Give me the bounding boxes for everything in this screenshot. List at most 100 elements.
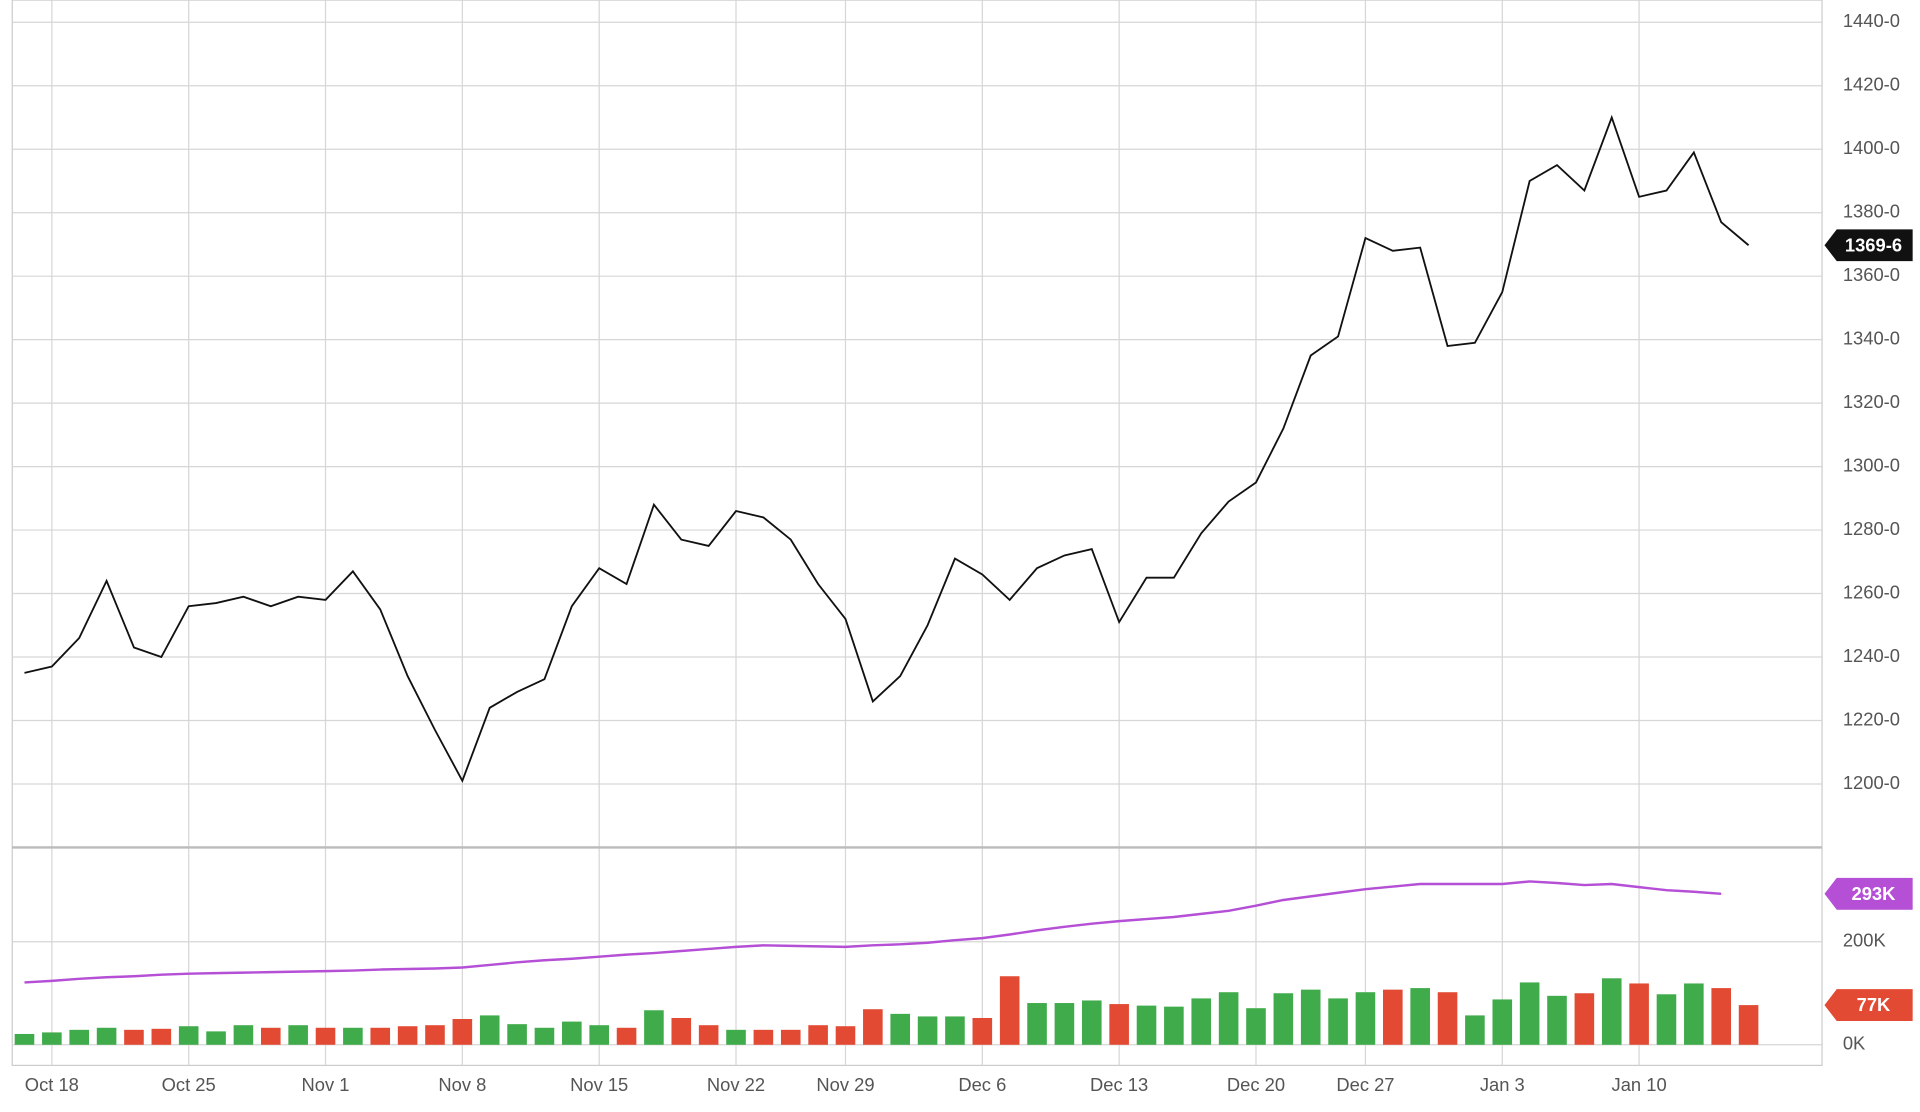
volume-bar (1164, 1006, 1184, 1045)
volume-bar (1109, 1004, 1129, 1045)
volume-bar (397, 1026, 418, 1045)
volume-bar (452, 1019, 473, 1045)
y-tick-label: 1220-0 (1843, 708, 1900, 729)
volume-bar (1383, 989, 1403, 1045)
value-tag (1824, 877, 1913, 910)
volume-bar (1465, 1015, 1485, 1045)
y-tick-label: 1300-0 (1843, 454, 1900, 475)
value-tag-label: 293K (1852, 883, 1897, 904)
volume-bar (1410, 988, 1430, 1045)
volume-bar (945, 1016, 965, 1045)
volume-bar (1601, 978, 1622, 1045)
x-tick-label: Dec 6 (958, 1074, 1006, 1095)
volume-bar (425, 1025, 445, 1045)
x-tick-label: Nov 29 (816, 1074, 874, 1095)
x-tick-label: Jan 10 (1612, 1074, 1667, 1095)
x-tick-label: Oct 18 (25, 1074, 79, 1095)
volume-bar (96, 1027, 117, 1045)
volume-bar (1519, 982, 1540, 1045)
volume-bar (507, 1024, 527, 1045)
y-tick-label: 0K (1843, 1033, 1866, 1054)
x-tick-label: Dec 13 (1090, 1074, 1148, 1095)
volume-bar (644, 1010, 664, 1045)
volume-bar (753, 1029, 774, 1045)
y-tick-label: 1360-0 (1843, 264, 1900, 285)
volume-bar (1629, 983, 1649, 1045)
volume-bar (808, 1025, 828, 1045)
value-tag (1824, 989, 1913, 1022)
volume-bar (479, 1015, 500, 1045)
y-tick-label: 1320-0 (1843, 391, 1900, 412)
volume-bar (890, 1013, 911, 1045)
y-tick-label: 1440-0 (1843, 10, 1900, 31)
volume-bar (1218, 992, 1239, 1045)
y-tick-label: 1400-0 (1843, 137, 1900, 158)
volume-bar (233, 1025, 254, 1045)
volume-bar (124, 1029, 144, 1045)
volume-bar (1191, 998, 1212, 1045)
x-tick-label: Dec 27 (1336, 1074, 1394, 1095)
x-tick-label: Nov 22 (707, 1074, 765, 1095)
y-tick-label: 1260-0 (1843, 581, 1900, 602)
volume-bar (671, 1017, 692, 1045)
volume-bar (1574, 993, 1595, 1045)
y-tick-label: 1420-0 (1843, 74, 1900, 95)
volume-bar (206, 1031, 226, 1045)
y-tick-label: 1240-0 (1843, 645, 1900, 666)
volume-bar (1355, 992, 1376, 1045)
volume-bar (1027, 1003, 1047, 1045)
volume-bar (1328, 998, 1348, 1045)
volume-bar (726, 1029, 746, 1045)
volume-bar (835, 1026, 856, 1045)
volume-bar (42, 1032, 62, 1045)
volume-bar (1081, 1000, 1102, 1045)
volume-bar (1054, 1003, 1075, 1045)
volume-bar (999, 976, 1020, 1045)
y-tick-label: 1340-0 (1843, 327, 1900, 348)
volume-bar (1711, 988, 1732, 1045)
volume-bar (562, 1021, 582, 1045)
volume-bar (14, 1033, 35, 1045)
volume-bar (151, 1028, 172, 1045)
volume-bar (1738, 1005, 1759, 1045)
volume-bar (260, 1027, 281, 1045)
volume-bar (315, 1027, 336, 1045)
x-tick-label: Nov 8 (438, 1074, 486, 1095)
volume-bar (1273, 993, 1294, 1045)
volume-bar (698, 1025, 719, 1045)
x-tick-label: Dec 20 (1227, 1074, 1285, 1095)
volume-bar (1136, 1005, 1157, 1045)
volume-bar (370, 1027, 391, 1045)
volume-bar (972, 1017, 993, 1045)
volume-bar (288, 1025, 308, 1045)
y-tick-label: 200K (1843, 930, 1887, 951)
volume-bar (780, 1029, 801, 1045)
volume-bar (1246, 1008, 1266, 1045)
volume-bar (863, 1009, 883, 1045)
value-tag (1824, 229, 1913, 262)
y-tick-label: 1380-0 (1843, 201, 1900, 222)
volume-bar (178, 1026, 199, 1045)
volume-bar (534, 1027, 555, 1045)
volume-bar (917, 1016, 938, 1045)
x-tick-label: Nov 1 (302, 1074, 350, 1095)
volume-bar (616, 1027, 637, 1045)
value-tag-label: 77K (1857, 994, 1891, 1015)
x-tick-label: Oct 25 (162, 1074, 216, 1095)
volume-bar (1437, 992, 1458, 1045)
moving-average-line (24, 880, 1722, 984)
volume-bar (69, 1029, 90, 1045)
volume-bar (1684, 983, 1704, 1045)
volume-bar (1492, 999, 1513, 1045)
volume-bar (1656, 994, 1677, 1045)
volume-bar (1547, 995, 1567, 1045)
x-tick-label: Jan 3 (1480, 1074, 1525, 1095)
x-tick-label: Nov 15 (570, 1074, 628, 1095)
volume-bar (343, 1027, 363, 1045)
y-tick-label: 1200-0 (1843, 772, 1900, 793)
volume-bar (1300, 989, 1321, 1045)
price-line (24, 114, 1750, 783)
volume-bar (589, 1025, 609, 1045)
y-tick-label: 1280-0 (1843, 518, 1900, 539)
